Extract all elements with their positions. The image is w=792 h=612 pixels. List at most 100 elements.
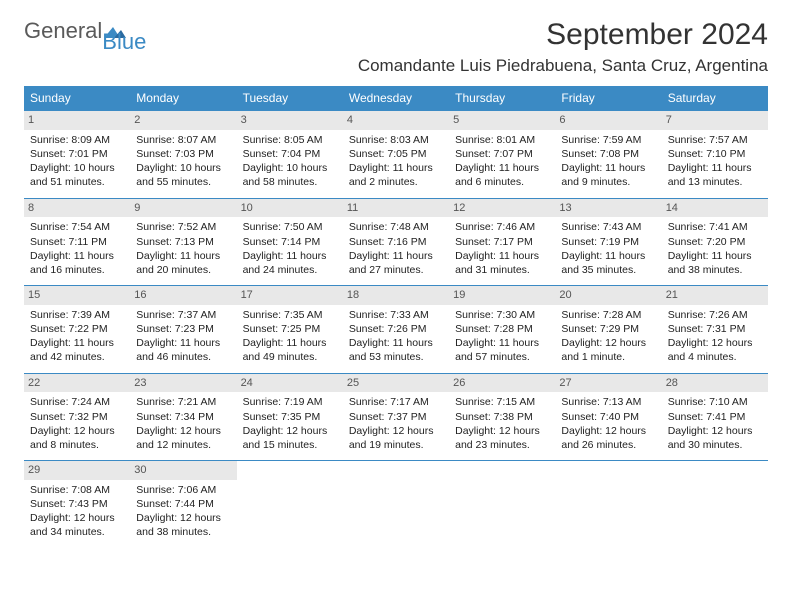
weekday-header: Thursday — [449, 86, 555, 111]
sunrise-line: Sunrise: 7:13 AM — [561, 395, 655, 409]
calendar-day-cell: 3Sunrise: 8:05 AMSunset: 7:04 PMDaylight… — [237, 111, 343, 199]
daylight-line: Daylight: 10 hours and 58 minutes. — [243, 161, 337, 189]
day-number: 21 — [662, 286, 768, 305]
sunset-line: Sunset: 7:17 PM — [455, 235, 549, 249]
calendar-day-cell — [555, 461, 661, 548]
daylight-line: Daylight: 11 hours and 46 minutes. — [136, 336, 230, 364]
daylight-line: Daylight: 11 hours and 20 minutes. — [136, 249, 230, 277]
logo: General Blue — [24, 18, 172, 44]
sunset-line: Sunset: 7:10 PM — [668, 147, 762, 161]
daylight-line: Daylight: 12 hours and 30 minutes. — [668, 424, 762, 452]
month-title: September 2024 — [358, 18, 768, 52]
daylight-line: Daylight: 12 hours and 19 minutes. — [349, 424, 443, 452]
sunset-line: Sunset: 7:26 PM — [349, 322, 443, 336]
calendar-week-row: 1Sunrise: 8:09 AMSunset: 7:01 PMDaylight… — [24, 111, 768, 199]
calendar-day-cell: 28Sunrise: 7:10 AMSunset: 7:41 PMDayligh… — [662, 373, 768, 461]
calendar-day-cell: 13Sunrise: 7:43 AMSunset: 7:19 PMDayligh… — [555, 198, 661, 286]
calendar-day-cell: 22Sunrise: 7:24 AMSunset: 7:32 PMDayligh… — [24, 373, 130, 461]
sunset-line: Sunset: 7:34 PM — [136, 410, 230, 424]
day-number: 11 — [343, 199, 449, 218]
calendar-week-row: 15Sunrise: 7:39 AMSunset: 7:22 PMDayligh… — [24, 286, 768, 374]
daylight-line: Daylight: 11 hours and 57 minutes. — [455, 336, 549, 364]
calendar-day-cell: 12Sunrise: 7:46 AMSunset: 7:17 PMDayligh… — [449, 198, 555, 286]
weekday-header: Friday — [555, 86, 661, 111]
daylight-line: Daylight: 11 hours and 35 minutes. — [561, 249, 655, 277]
daylight-line: Daylight: 11 hours and 42 minutes. — [30, 336, 124, 364]
weekday-header-row: Sunday Monday Tuesday Wednesday Thursday… — [24, 86, 768, 111]
calendar-day-cell — [343, 461, 449, 548]
calendar-day-cell: 30Sunrise: 7:06 AMSunset: 7:44 PMDayligh… — [130, 461, 236, 548]
sunset-line: Sunset: 7:14 PM — [243, 235, 337, 249]
daylight-line: Daylight: 11 hours and 38 minutes. — [668, 249, 762, 277]
calendar-day-cell: 11Sunrise: 7:48 AMSunset: 7:16 PMDayligh… — [343, 198, 449, 286]
day-number: 26 — [449, 374, 555, 393]
daylight-line: Daylight: 11 hours and 53 minutes. — [349, 336, 443, 364]
daylight-line: Daylight: 11 hours and 6 minutes. — [455, 161, 549, 189]
daylight-line: Daylight: 11 hours and 13 minutes. — [668, 161, 762, 189]
calendar-day-cell: 27Sunrise: 7:13 AMSunset: 7:40 PMDayligh… — [555, 373, 661, 461]
sunrise-line: Sunrise: 7:15 AM — [455, 395, 549, 409]
calendar-day-cell — [662, 461, 768, 548]
daylight-line: Daylight: 10 hours and 55 minutes. — [136, 161, 230, 189]
sunset-line: Sunset: 7:22 PM — [30, 322, 124, 336]
daylight-line: Daylight: 11 hours and 31 minutes. — [455, 249, 549, 277]
sunset-line: Sunset: 7:25 PM — [243, 322, 337, 336]
daylight-line: Daylight: 12 hours and 34 minutes. — [30, 511, 124, 539]
sunset-line: Sunset: 7:04 PM — [243, 147, 337, 161]
sunrise-line: Sunrise: 7:21 AM — [136, 395, 230, 409]
sunset-line: Sunset: 7:40 PM — [561, 410, 655, 424]
day-number: 18 — [343, 286, 449, 305]
calendar-day-cell: 24Sunrise: 7:19 AMSunset: 7:35 PMDayligh… — [237, 373, 343, 461]
sunrise-line: Sunrise: 7:41 AM — [668, 220, 762, 234]
calendar-week-row: 8Sunrise: 7:54 AMSunset: 7:11 PMDaylight… — [24, 198, 768, 286]
sunrise-line: Sunrise: 7:33 AM — [349, 308, 443, 322]
sunset-line: Sunset: 7:37 PM — [349, 410, 443, 424]
sunset-line: Sunset: 7:28 PM — [455, 322, 549, 336]
daylight-line: Daylight: 11 hours and 2 minutes. — [349, 161, 443, 189]
sunrise-line: Sunrise: 7:50 AM — [243, 220, 337, 234]
day-number: 22 — [24, 374, 130, 393]
calendar-day-cell: 20Sunrise: 7:28 AMSunset: 7:29 PMDayligh… — [555, 286, 661, 374]
calendar-day-cell: 7Sunrise: 7:57 AMSunset: 7:10 PMDaylight… — [662, 111, 768, 199]
weekday-header: Sunday — [24, 86, 130, 111]
day-number: 7 — [662, 111, 768, 130]
sunrise-line: Sunrise: 8:03 AM — [349, 133, 443, 147]
sunset-line: Sunset: 7:01 PM — [30, 147, 124, 161]
day-number: 24 — [237, 374, 343, 393]
daylight-line: Daylight: 12 hours and 8 minutes. — [30, 424, 124, 452]
sunrise-line: Sunrise: 8:01 AM — [455, 133, 549, 147]
calendar-day-cell: 25Sunrise: 7:17 AMSunset: 7:37 PMDayligh… — [343, 373, 449, 461]
sunrise-line: Sunrise: 7:19 AM — [243, 395, 337, 409]
sunset-line: Sunset: 7:44 PM — [136, 497, 230, 511]
sunrise-line: Sunrise: 7:48 AM — [349, 220, 443, 234]
sunset-line: Sunset: 7:32 PM — [30, 410, 124, 424]
daylight-line: Daylight: 10 hours and 51 minutes. — [30, 161, 124, 189]
day-number: 12 — [449, 199, 555, 218]
day-number: 30 — [130, 461, 236, 480]
day-number: 19 — [449, 286, 555, 305]
sunrise-line: Sunrise: 7:54 AM — [30, 220, 124, 234]
sunset-line: Sunset: 7:43 PM — [30, 497, 124, 511]
day-number: 27 — [555, 374, 661, 393]
day-number: 28 — [662, 374, 768, 393]
day-number: 15 — [24, 286, 130, 305]
sunrise-line: Sunrise: 7:17 AM — [349, 395, 443, 409]
sunrise-line: Sunrise: 7:52 AM — [136, 220, 230, 234]
calendar-day-cell: 6Sunrise: 7:59 AMSunset: 7:08 PMDaylight… — [555, 111, 661, 199]
sunrise-line: Sunrise: 7:26 AM — [668, 308, 762, 322]
calendar-day-cell: 4Sunrise: 8:03 AMSunset: 7:05 PMDaylight… — [343, 111, 449, 199]
sunrise-line: Sunrise: 7:10 AM — [668, 395, 762, 409]
sunset-line: Sunset: 7:38 PM — [455, 410, 549, 424]
calendar-day-cell — [237, 461, 343, 548]
sunset-line: Sunset: 7:19 PM — [561, 235, 655, 249]
calendar-day-cell: 2Sunrise: 8:07 AMSunset: 7:03 PMDaylight… — [130, 111, 236, 199]
sunrise-line: Sunrise: 7:37 AM — [136, 308, 230, 322]
day-number: 1 — [24, 111, 130, 130]
daylight-line: Daylight: 11 hours and 24 minutes. — [243, 249, 337, 277]
daylight-line: Daylight: 11 hours and 16 minutes. — [30, 249, 124, 277]
daylight-line: Daylight: 12 hours and 4 minutes. — [668, 336, 762, 364]
sunset-line: Sunset: 7:31 PM — [668, 322, 762, 336]
sunrise-line: Sunrise: 7:30 AM — [455, 308, 549, 322]
calendar-day-cell: 15 Sunrise: 7:39 AMSunset: 7:22 PMDayligh… — [24, 286, 130, 374]
sunrise-line: Sunrise: 7:39 AM — [30, 308, 124, 322]
